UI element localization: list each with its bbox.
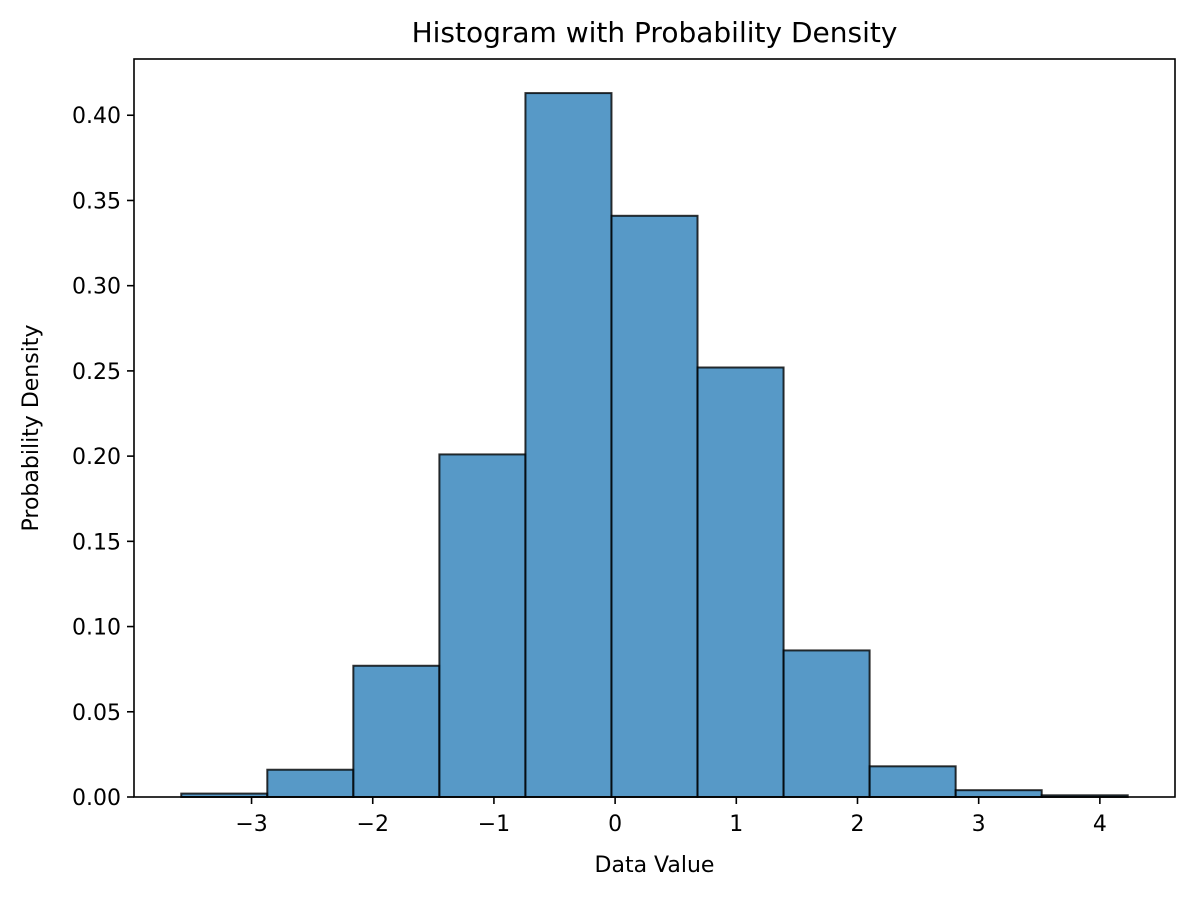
x-tick-label: 1 — [729, 812, 743, 837]
x-tick-label: 2 — [850, 812, 864, 837]
y-axis-label: Probability Density — [19, 325, 44, 532]
y-tick-label: 0.05 — [72, 701, 121, 726]
x-tick-label: −3 — [235, 812, 267, 837]
histogram-bar — [696, 366, 785, 798]
histogram-bar — [352, 664, 441, 799]
y-tick-label: 0.00 — [72, 786, 121, 811]
plot-frame — [133, 58, 1176, 798]
chart-title: Histogram with Probability Density — [412, 16, 898, 49]
histogram-bar — [782, 649, 871, 798]
histogram-bar — [954, 789, 1043, 798]
x-tick-label: 0 — [608, 812, 622, 837]
x-axis-ticks: −3 −2 −1 0 1 2 3 4 — [235, 797, 1107, 837]
histogram-bar — [868, 765, 957, 799]
histogram-bar — [524, 92, 613, 798]
y-tick-label: 0.10 — [72, 616, 121, 641]
x-axis-label: Data Value — [595, 853, 715, 878]
x-tick-label: 4 — [1093, 812, 1107, 837]
histogram-bar — [438, 453, 527, 798]
histogram-bar — [610, 214, 699, 798]
y-tick-label: 0.40 — [72, 104, 121, 129]
y-axis-ticks: 0.00 0.05 0.10 0.15 0.20 0.25 0.30 0.35 0.40 — [72, 104, 134, 811]
histogram-bar — [266, 768, 355, 799]
bars-group — [180, 92, 1129, 799]
x-tick-label: −1 — [478, 812, 510, 837]
x-tick-label: 3 — [972, 812, 986, 837]
x-tick-label: −2 — [357, 812, 389, 837]
y-tick-label: 0.25 — [72, 360, 121, 385]
y-tick-label: 0.35 — [72, 189, 121, 214]
y-tick-label: 0.20 — [72, 445, 121, 470]
y-tick-label: 0.30 — [72, 275, 121, 300]
y-tick-label: 0.15 — [72, 530, 121, 555]
